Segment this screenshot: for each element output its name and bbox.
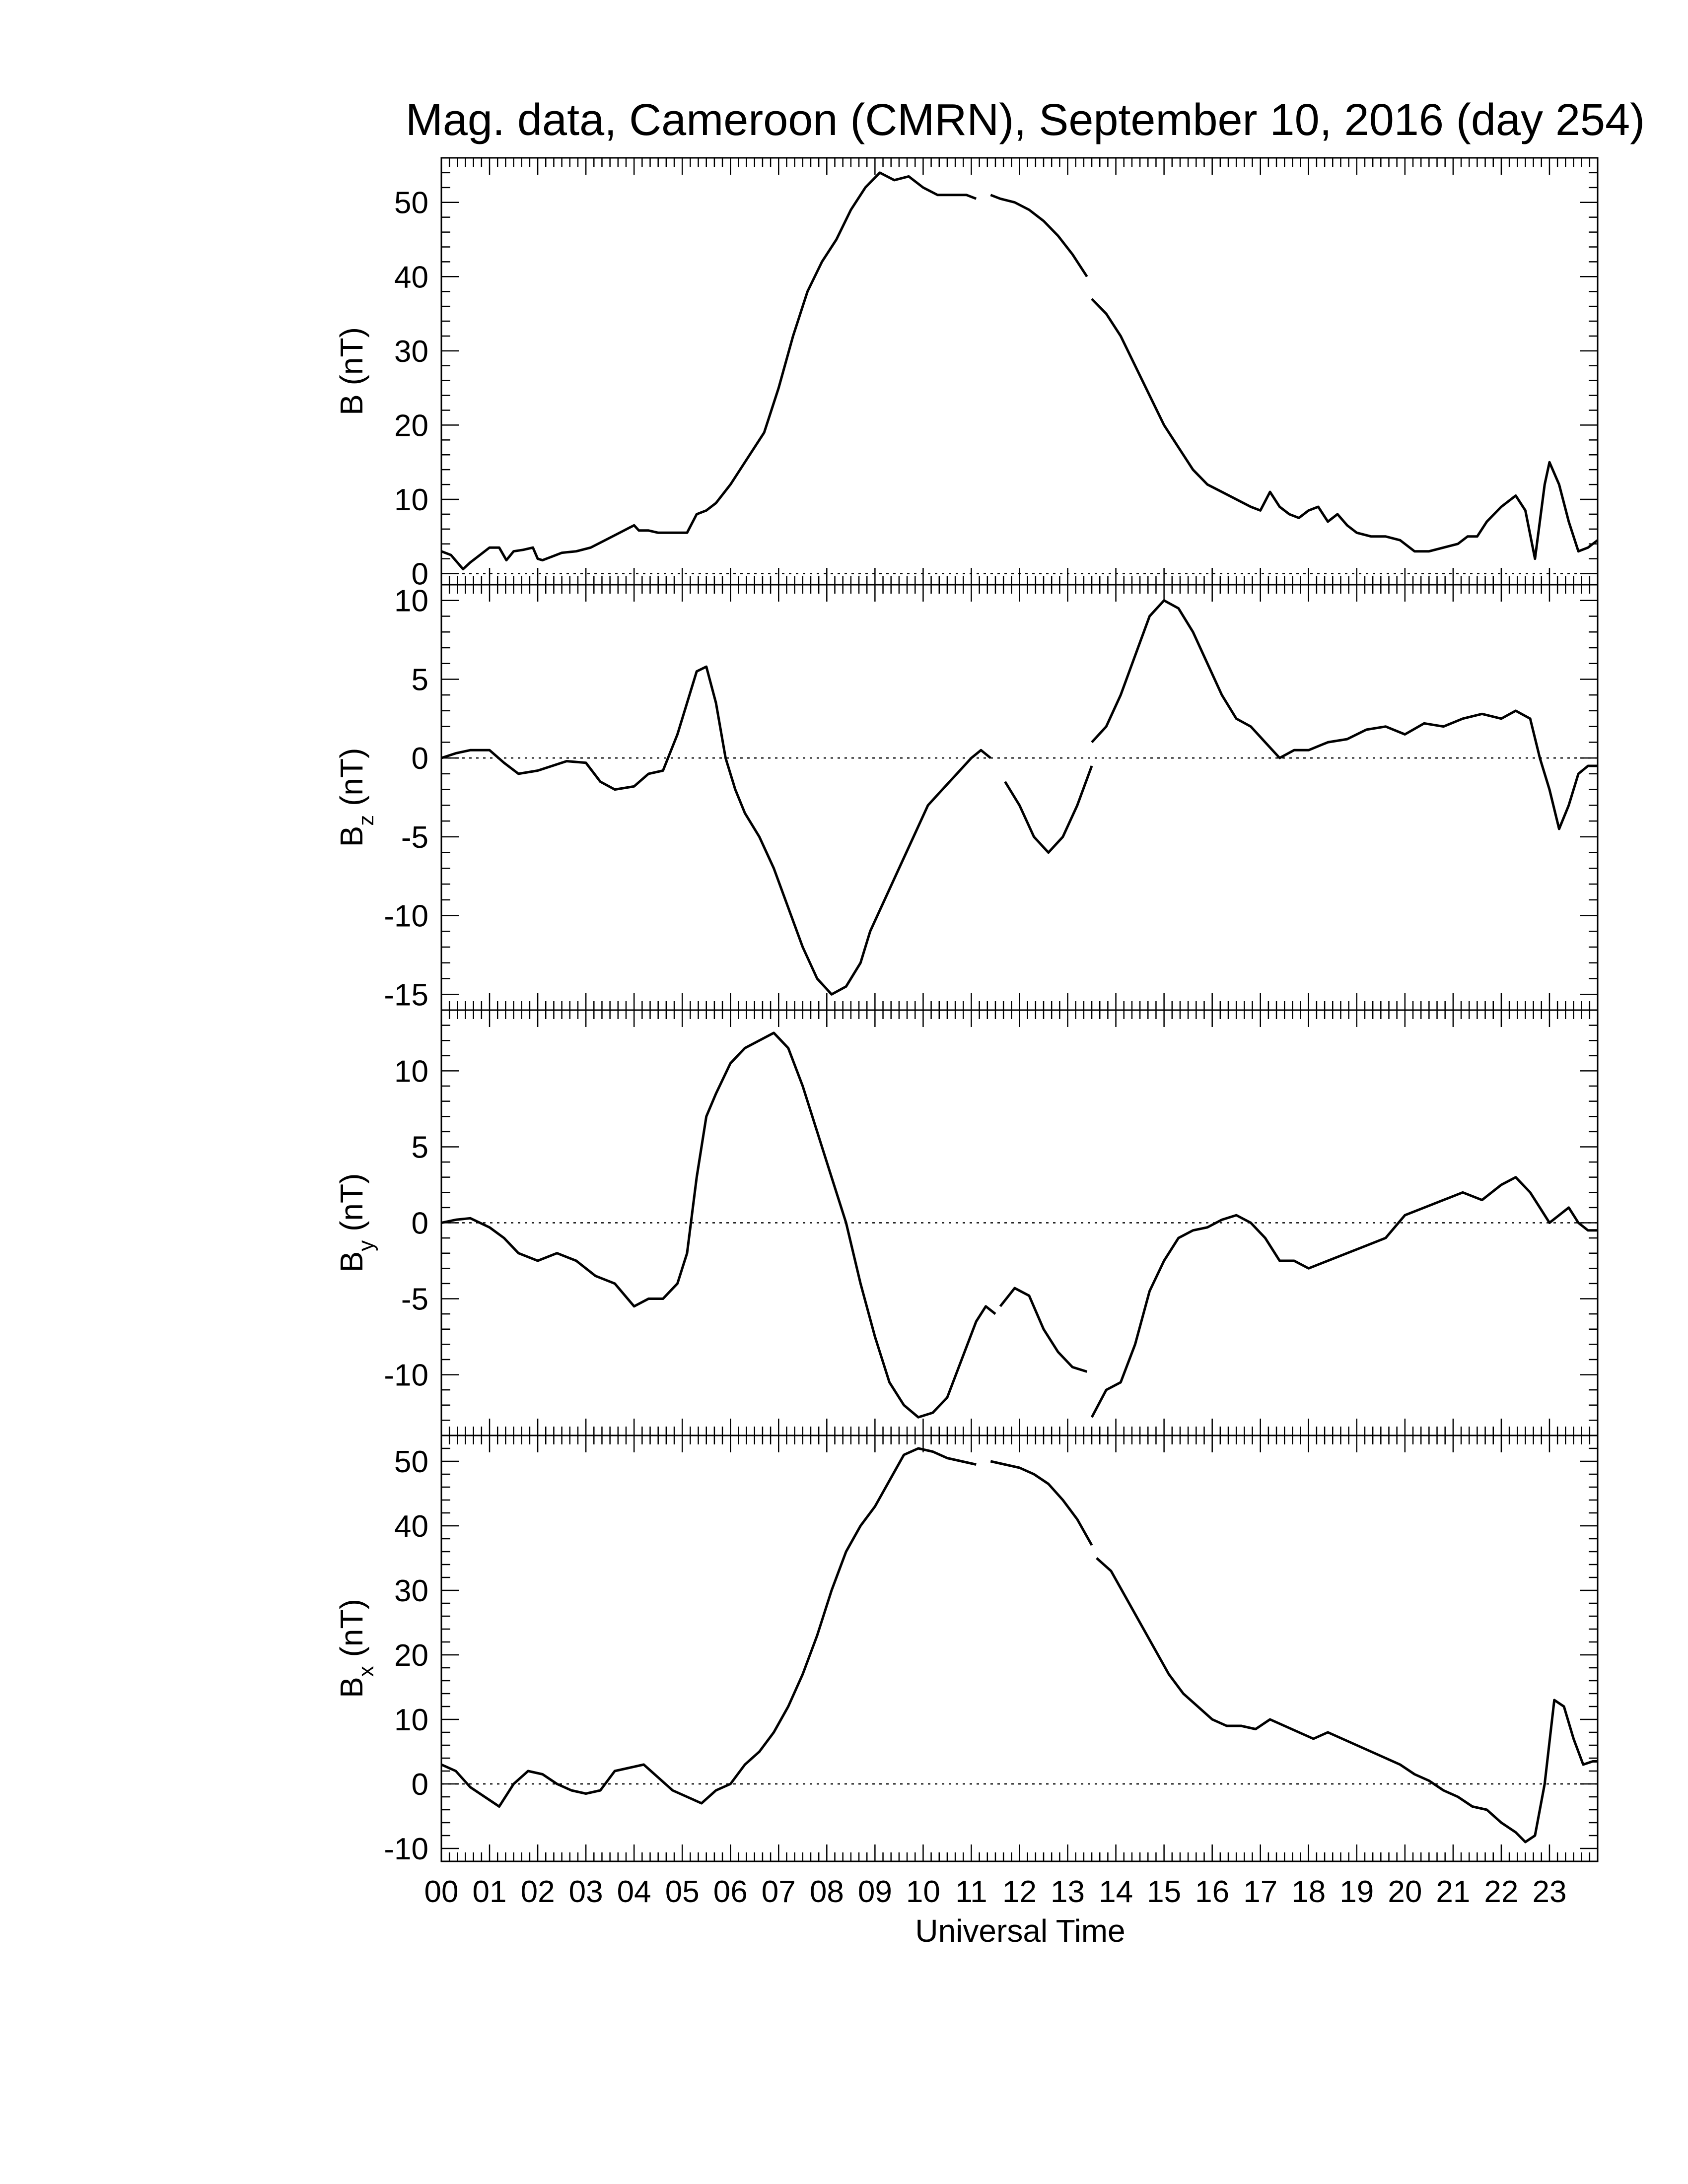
series-line-0-2 [1091, 298, 1599, 560]
y-axis-label: B (nT) [334, 327, 369, 415]
series-line-2-2 [1090, 1176, 1598, 1418]
y-label-subscript: z [354, 815, 378, 826]
panel-1: -15 -10 -5 0 5 10 Bz (nT) [334, 584, 1599, 1012]
panel-frame [440, 584, 1599, 1011]
x-tick-label: 02 [521, 1875, 555, 1909]
series-line-1-2 [1091, 599, 1598, 830]
series-line-3-2 [1096, 1557, 1598, 1843]
series-line-1-0 [441, 665, 991, 996]
panel-2: -10 -5 0 5 10 By (nT) [334, 1009, 1599, 1436]
y-tick-label: -5 [401, 820, 428, 855]
x-tick-label: 16 [1195, 1875, 1229, 1909]
panel-frame [440, 157, 1599, 586]
x-tick-label: 18 [1291, 1875, 1326, 1909]
y-tick-label: 0 [412, 742, 428, 776]
y-tick-label: 30 [394, 1574, 428, 1608]
chart-title: Mag. data, Cameroon (CMRN), September 10… [406, 95, 1645, 145]
x-tick-label: 20 [1388, 1875, 1422, 1909]
y-tick-label: 20 [394, 409, 428, 443]
y-tick-label: 10 [394, 483, 428, 517]
panel-0: 0 10 20 30 40 50 B (nT) [334, 157, 1599, 592]
y-label-main: B [334, 1251, 369, 1273]
y-label-subscript: x [354, 1666, 378, 1677]
y-tick-label: 0 [412, 557, 428, 592]
x-tick-label: 10 [906, 1875, 940, 1909]
y-label-unit: (nT) [334, 1599, 369, 1666]
x-tick-label: 06 [713, 1875, 748, 1909]
y-tick-label: 20 [394, 1638, 428, 1673]
x-tick-label: 05 [665, 1875, 700, 1909]
y-label-subscript: y [354, 1240, 378, 1251]
y-tick-label: 5 [412, 1130, 428, 1164]
y-tick-label: -10 [384, 1832, 428, 1866]
y-tick-label: 10 [394, 1703, 428, 1737]
x-tick-label: 19 [1339, 1875, 1374, 1909]
y-tick-label: 0 [412, 1768, 428, 1802]
y-tick-label: 10 [394, 1054, 428, 1089]
x-tick-label: 01 [473, 1875, 507, 1909]
y-label-main: B [334, 826, 369, 847]
series-line-0-0 [441, 171, 977, 571]
y-axis-label: Bx (nT) [334, 1599, 378, 1698]
series-line-2-1 [999, 1287, 1088, 1373]
y-tick-label: 40 [394, 260, 428, 294]
y-tick-label: -10 [384, 899, 428, 934]
x-tick-label: 03 [569, 1875, 603, 1909]
x-tick-label: 14 [1099, 1875, 1133, 1909]
y-tick-label: 50 [394, 1445, 428, 1479]
y-tick-label: -5 [401, 1283, 428, 1317]
series-line-3-1 [990, 1460, 1093, 1546]
series-line-2-0 [441, 1031, 996, 1419]
y-tick-label: 50 [394, 186, 428, 220]
x-tick-label: 21 [1436, 1875, 1470, 1909]
x-tick-label: 08 [810, 1875, 844, 1909]
y-label-unit: (nT) [334, 1173, 369, 1240]
y-tick-label: 0 [412, 1207, 428, 1241]
series-line-1-1 [1004, 765, 1093, 854]
y-tick-label: 40 [394, 1509, 428, 1544]
x-tick-label: 07 [762, 1875, 796, 1909]
y-tick-label: 30 [394, 335, 428, 369]
x-tick-label: 22 [1484, 1875, 1518, 1909]
panel-3: -10 0 10 20 30 40 50 Bx (nT) [334, 1434, 1599, 1866]
series-line-0-1 [990, 194, 1088, 277]
y-axis-label: By (nT) [334, 1173, 378, 1273]
series-line-3-0 [440, 1447, 977, 1808]
x-tick-label: 17 [1243, 1875, 1277, 1909]
x-tick-label: 11 [955, 1875, 987, 1909]
y-axis-label: Bz (nT) [334, 748, 378, 847]
x-tick-label: 12 [1002, 1875, 1037, 1909]
x-tick-label: 23 [1532, 1875, 1566, 1909]
y-label-main: B [334, 1677, 369, 1698]
y-tick-label: 10 [394, 584, 428, 618]
y-tick-label: 5 [412, 663, 428, 697]
panel-frame [440, 1434, 1599, 1862]
x-tick-label: 04 [617, 1875, 651, 1909]
x-tick-label: 09 [858, 1875, 892, 1909]
y-tick-label: -15 [384, 978, 428, 1012]
x-axis-label: Universal Time [915, 1913, 1125, 1949]
y-tick-label: -10 [384, 1359, 428, 1393]
x-tick-label: 00 [424, 1875, 459, 1909]
y-label-unit: (nT) [334, 748, 369, 815]
y-label-unit: (nT) [334, 327, 369, 394]
x-tick-label: 13 [1051, 1875, 1085, 1909]
x-tick-label: 15 [1147, 1875, 1181, 1909]
y-label-main: B [334, 394, 369, 415]
x-axis: 00 01 02 03 04 05 06 07 08 09 10 11 12 13 14 15 16 17 18 19… [424, 1875, 1567, 1909]
